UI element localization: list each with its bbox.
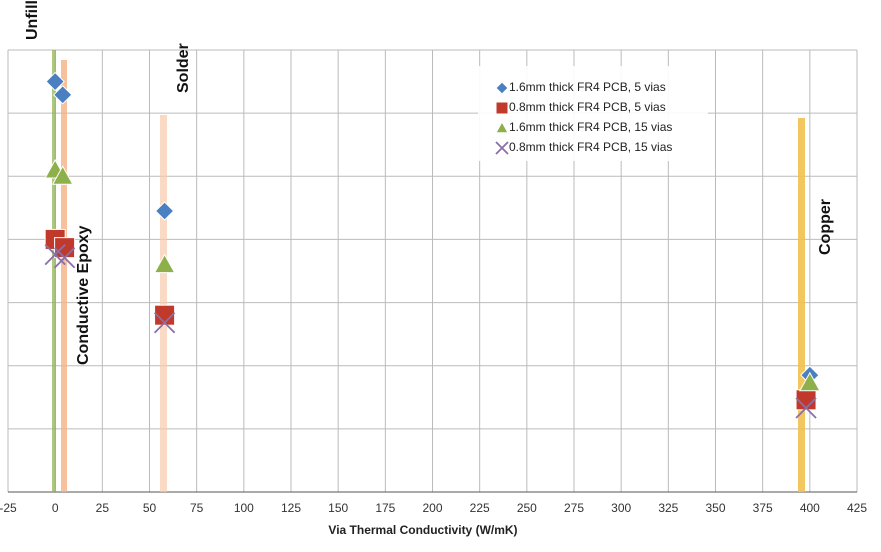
x-axis-label: Via Thermal Conductivity (W/mK) bbox=[328, 523, 517, 537]
annotation: Unfilled bbox=[24, 0, 41, 40]
legend-marker bbox=[495, 141, 509, 155]
point bbox=[154, 304, 176, 326]
point bbox=[153, 253, 176, 274]
x-tick-label: 0 bbox=[52, 501, 59, 515]
point bbox=[45, 71, 65, 92]
annotation: Conductive Epoxy bbox=[75, 225, 92, 365]
legend-label: 1.6mm thick FR4 PCB, 15 vias bbox=[509, 120, 672, 134]
legend-marker bbox=[495, 101, 509, 115]
x-tick-label: 75 bbox=[190, 501, 204, 515]
legend-label: 0.8mm thick FR4 PCB, 5 vias bbox=[509, 100, 666, 114]
point bbox=[153, 312, 176, 334]
point bbox=[51, 165, 74, 185]
x-tick-label: 300 bbox=[611, 501, 631, 515]
x-tick-label: 325 bbox=[658, 501, 678, 515]
legend-label: 1.6mm thick FR4 PCB, 5 vias bbox=[509, 80, 666, 94]
point bbox=[53, 85, 73, 105]
x-tick-label: 250 bbox=[517, 501, 537, 515]
grid bbox=[7, 49, 858, 493]
x-tick-label: 50 bbox=[143, 501, 157, 515]
material-bands bbox=[52, 50, 805, 492]
band bbox=[61, 60, 67, 492]
point bbox=[54, 237, 76, 259]
x-tick-label: 150 bbox=[328, 501, 348, 515]
point bbox=[795, 397, 817, 419]
x-tick-label: 400 bbox=[800, 501, 820, 515]
legend-box bbox=[478, 66, 708, 161]
x-tick-label: 425 bbox=[847, 501, 867, 515]
x-tick-label: 275 bbox=[564, 501, 584, 515]
x-tick-label: 225 bbox=[470, 501, 490, 515]
point bbox=[154, 201, 175, 221]
band bbox=[160, 115, 167, 492]
band bbox=[52, 50, 56, 492]
annotation: Copper bbox=[817, 199, 834, 255]
band bbox=[798, 118, 805, 492]
x-tick-label: 350 bbox=[705, 501, 725, 515]
x-tick-label: 25 bbox=[96, 501, 110, 515]
x-tick-label: 375 bbox=[753, 501, 773, 515]
x-tick-label: 175 bbox=[375, 501, 395, 515]
point bbox=[798, 371, 821, 392]
x-tick-label: 125 bbox=[281, 501, 301, 515]
legend-label: 0.8mm thick FR4 PCB, 15 vias bbox=[509, 140, 672, 154]
annotation: Solder bbox=[175, 43, 192, 93]
x-tick-label: 100 bbox=[234, 501, 254, 515]
legend-marker bbox=[495, 120, 509, 134]
x-tick-label: 200 bbox=[422, 501, 442, 515]
x-tick-label: -25 bbox=[0, 501, 17, 515]
legend-marker bbox=[495, 81, 509, 95]
point bbox=[53, 247, 76, 269]
